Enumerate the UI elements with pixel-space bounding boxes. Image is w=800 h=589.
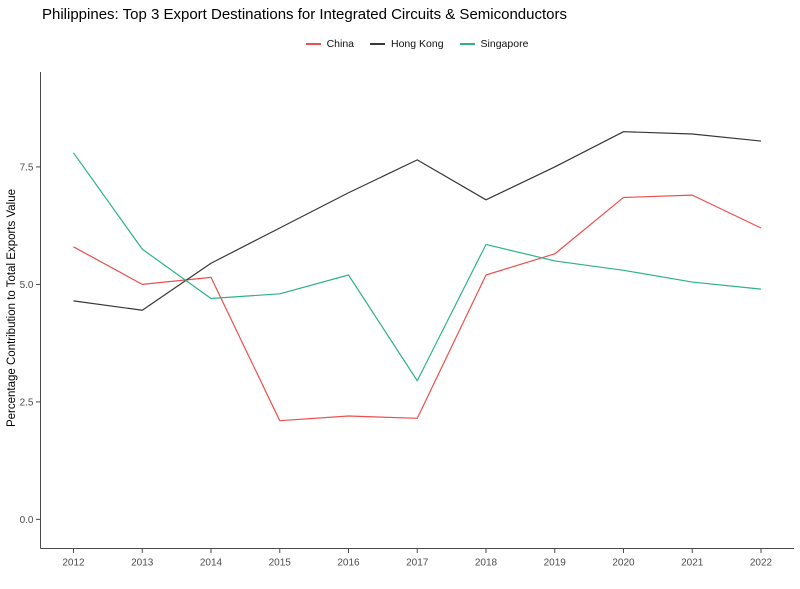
x-tick-label: 2020 (612, 558, 635, 569)
legend-label-china: China (326, 38, 354, 50)
series-line-china (73, 194, 762, 422)
x-tick-label: 2013 (131, 558, 154, 569)
legend-label-hong-kong: Hong Kong (391, 38, 444, 50)
chart-title: Philippines: Top 3 Export Destinations f… (42, 6, 567, 23)
series-line-singapore (73, 152, 762, 382)
line-swatch-hong-kong (370, 43, 385, 45)
x-tick-label: 2014 (200, 558, 223, 569)
legend-label-singapore: Singapore (480, 38, 529, 50)
line-swatch-china (305, 43, 321, 45)
legend: China Hong Kong Singapore (40, 37, 794, 51)
x-tick-label: 2015 (269, 558, 292, 569)
y-tick-label: 7.5 (20, 162, 34, 173)
legend-item-hong-kong: Hong Kong (370, 38, 444, 50)
x-tick-label: 2019 (544, 558, 567, 569)
y-tick-label: 0.0 (20, 515, 34, 526)
y-tick-label: 2.5 (20, 397, 34, 408)
series-line-hong-kong (73, 131, 762, 311)
line-swatch-singapore (459, 43, 475, 45)
y-axis-title: Percentage Contribution to Total Exports… (6, 189, 18, 427)
legend-item-china: China (305, 38, 354, 50)
x-tick-label: 2017 (406, 558, 429, 569)
x-tick-label: 2012 (62, 558, 85, 569)
y-tick-label: 5.0 (20, 280, 34, 291)
x-tick-label: 2016 (337, 558, 360, 569)
x-tick-label: 2018 (475, 558, 498, 569)
x-tick-label: 2021 (681, 558, 704, 569)
x-tick-label: 2022 (750, 558, 773, 569)
legend-item-singapore: Singapore (459, 38, 529, 50)
